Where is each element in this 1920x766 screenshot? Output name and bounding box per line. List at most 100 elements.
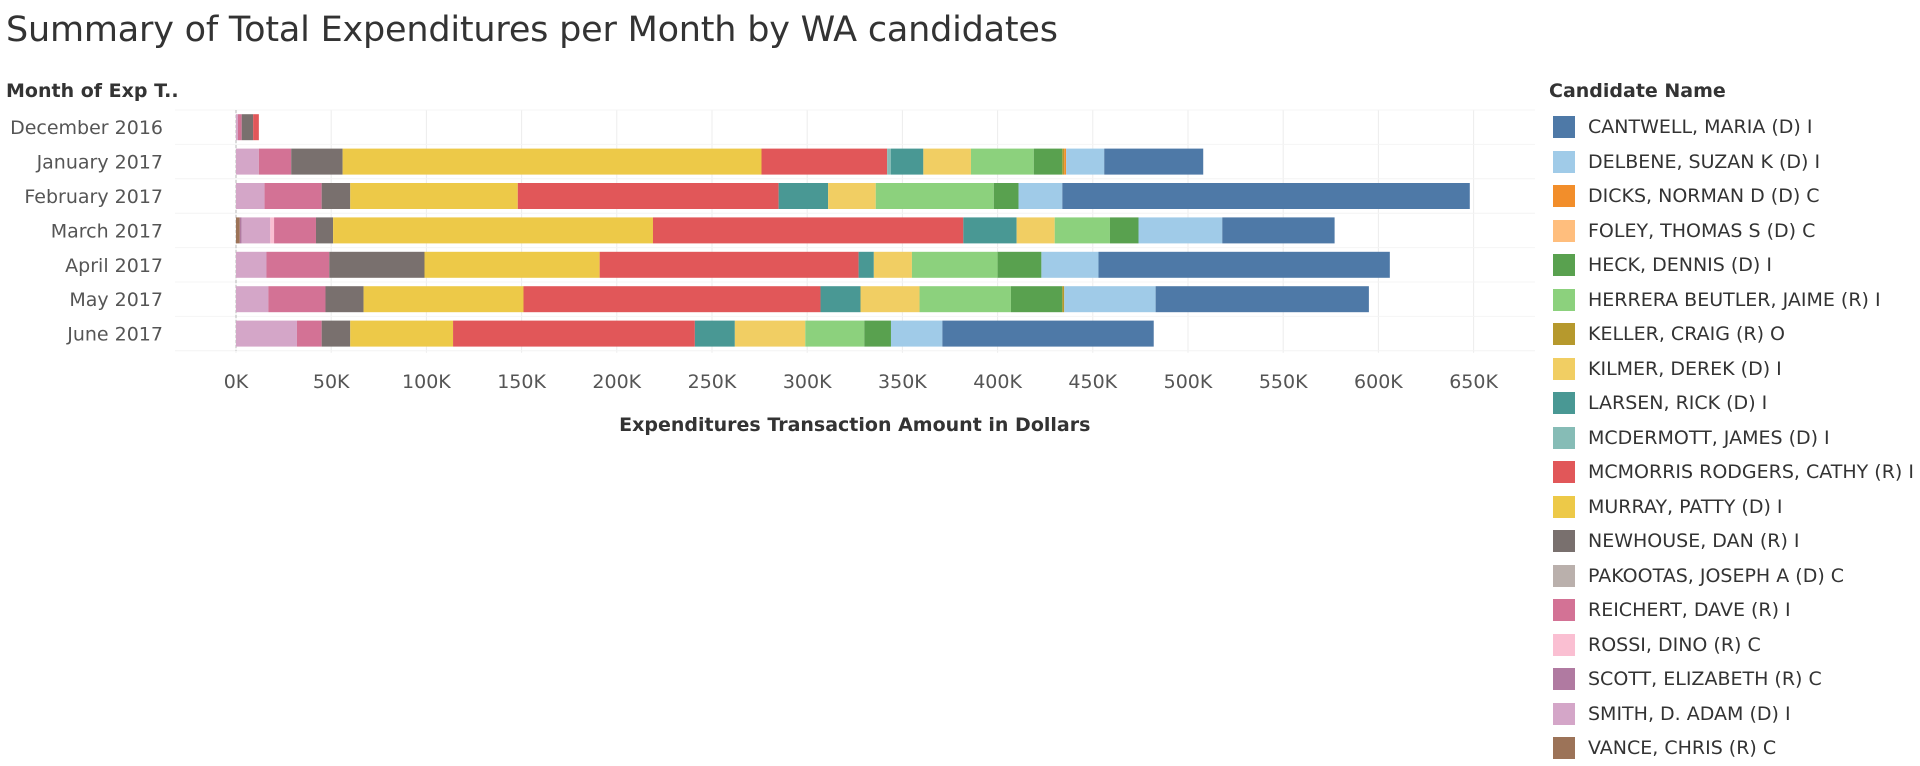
bar-segment[interactable]: [1222, 217, 1335, 244]
bar-segment[interactable]: [1010, 286, 1063, 313]
bar-segment[interactable]: [296, 320, 322, 347]
bar-segment[interactable]: [923, 148, 971, 175]
bar-segment[interactable]: [237, 114, 242, 141]
bar-segment[interactable]: [1016, 217, 1055, 244]
bar-segment[interactable]: [253, 114, 259, 141]
bar-segment[interactable]: [270, 217, 275, 244]
bar-segment[interactable]: [761, 148, 888, 175]
legend-item[interactable]: KILMER, DEREK (D) I: [1549, 352, 1919, 387]
legend-item[interactable]: CANTWELL, MARIA (D) I: [1549, 110, 1919, 145]
legend-item[interactable]: MCDERMOTT, JAMES (D) I: [1549, 421, 1919, 456]
bar-segment[interactable]: [321, 183, 351, 209]
bar-segment[interactable]: [1062, 286, 1065, 313]
bar-segment[interactable]: [1041, 251, 1099, 278]
bar-segment[interactable]: [694, 320, 735, 347]
row-axis-header[interactable]: Month of Exp T..: [6, 80, 179, 102]
bar-segment[interactable]: [523, 286, 821, 313]
x-tick-label: 100K: [402, 371, 451, 393]
bar-segment[interactable]: [997, 251, 1042, 278]
legend-item[interactable]: DICKS, NORMAN D (D) C: [1549, 179, 1919, 214]
bar-segment[interactable]: [1098, 251, 1390, 278]
bar-segment[interactable]: [424, 251, 600, 278]
legend-item[interactable]: HECK, DENNIS (D) I: [1549, 248, 1919, 283]
legend-item[interactable]: LARSEN, RICK (D) I: [1549, 386, 1919, 421]
legend-item[interactable]: KELLER, CRAIG (R) O: [1549, 317, 1919, 352]
bar-segment[interactable]: [1033, 148, 1063, 175]
bar-segment[interactable]: [652, 217, 964, 244]
bar-segment[interactable]: [266, 251, 330, 278]
bar-segment[interactable]: [236, 251, 267, 278]
bar-segment[interactable]: [236, 183, 265, 209]
bar-segment[interactable]: [241, 217, 271, 244]
bar-segment[interactable]: [329, 251, 425, 278]
bar-segment[interactable]: [970, 148, 1034, 175]
bar-segment[interactable]: [599, 251, 859, 278]
bar-segment[interactable]: [1018, 183, 1063, 209]
bar-segment[interactable]: [820, 286, 861, 313]
bar-segment[interactable]: [241, 114, 254, 141]
bar-segment[interactable]: [236, 286, 269, 313]
bar-segment[interactable]: [911, 251, 998, 278]
bar-segment[interactable]: [1062, 148, 1065, 175]
legend-item[interactable]: MCMORRIS RODGERS, CATHY (R) I: [1549, 455, 1919, 490]
legend-item[interactable]: HERRERA BEUTLER, JAIME (R) I: [1549, 283, 1919, 318]
legend-item[interactable]: SMITH, D. ADAM (D) I: [1549, 697, 1919, 732]
bar-segment[interactable]: [315, 217, 334, 244]
bar-segment[interactable]: [236, 114, 238, 141]
x-tick-label: 550K: [1259, 371, 1308, 393]
bar-segment[interactable]: [350, 183, 518, 209]
bar-segment[interactable]: [236, 217, 240, 244]
bar-segment[interactable]: [236, 320, 297, 347]
legend-item[interactable]: FOLEY, THOMAS S (D) C: [1549, 214, 1919, 249]
legend-item[interactable]: REICHERT, DAVE (R) I: [1549, 593, 1919, 628]
legend-item[interactable]: NEWHOUSE, DAN (R) I: [1549, 524, 1919, 559]
bar-segment[interactable]: [890, 148, 924, 175]
legend-item[interactable]: DELBENE, SUZAN K (D) I: [1549, 145, 1919, 180]
bar-segment[interactable]: [291, 148, 343, 175]
bar-segment[interactable]: [236, 148, 259, 175]
bar-segment[interactable]: [1064, 286, 1156, 313]
bar-segment[interactable]: [860, 286, 920, 313]
legend-item[interactable]: ROSSI, DINO (R) C: [1549, 628, 1919, 663]
bar-segment[interactable]: [887, 148, 891, 175]
bar-segment[interactable]: [1064, 148, 1067, 175]
legend-item[interactable]: VANCE, CHRIS (R) C: [1549, 731, 1919, 766]
bar-segment[interactable]: [963, 217, 1017, 244]
bar-segment[interactable]: [1054, 217, 1110, 244]
legend-item[interactable]: SCOTT, ELIZABETH (R) C: [1549, 662, 1919, 697]
bar-segment[interactable]: [1066, 148, 1105, 175]
bar-segment[interactable]: [264, 183, 322, 209]
bar-segment[interactable]: [274, 217, 316, 244]
bar-segment[interactable]: [239, 217, 242, 244]
bar-segment[interactable]: [873, 251, 912, 278]
bar-segment[interactable]: [828, 183, 876, 209]
bar-segment[interactable]: [875, 183, 994, 209]
bar-segment[interactable]: [333, 217, 653, 244]
bar-segment[interactable]: [890, 320, 943, 347]
bar-segment[interactable]: [1104, 148, 1204, 175]
bar-segment[interactable]: [734, 320, 806, 347]
bar-segment[interactable]: [321, 320, 351, 347]
bar-segment[interactable]: [1062, 183, 1470, 209]
bar-segment[interactable]: [363, 286, 524, 313]
bar-segment[interactable]: [942, 320, 1154, 347]
bar-segment[interactable]: [993, 183, 1019, 209]
legend-item[interactable]: MURRAY, PATTY (D) I: [1549, 490, 1919, 525]
bar-segment[interactable]: [1138, 217, 1223, 244]
bar-segment[interactable]: [350, 320, 454, 347]
legend-item[interactable]: PAKOOTAS, JOSEPH A (D) C: [1549, 559, 1919, 594]
bar-segment[interactable]: [805, 320, 865, 347]
bar-segment[interactable]: [453, 320, 695, 347]
bar-segment[interactable]: [778, 183, 829, 209]
bar-segment[interactable]: [919, 286, 1011, 313]
bar-segment[interactable]: [325, 286, 364, 313]
bar-segment[interactable]: [858, 251, 874, 278]
bar-segment[interactable]: [1155, 286, 1369, 313]
bar-segment[interactable]: [1109, 217, 1139, 244]
bar-segment[interactable]: [342, 148, 762, 175]
bar-segment[interactable]: [517, 183, 779, 209]
bar-segment[interactable]: [258, 148, 292, 175]
legend-swatch: [1553, 530, 1575, 553]
bar-segment[interactable]: [268, 286, 326, 313]
bar-segment[interactable]: [864, 320, 891, 347]
